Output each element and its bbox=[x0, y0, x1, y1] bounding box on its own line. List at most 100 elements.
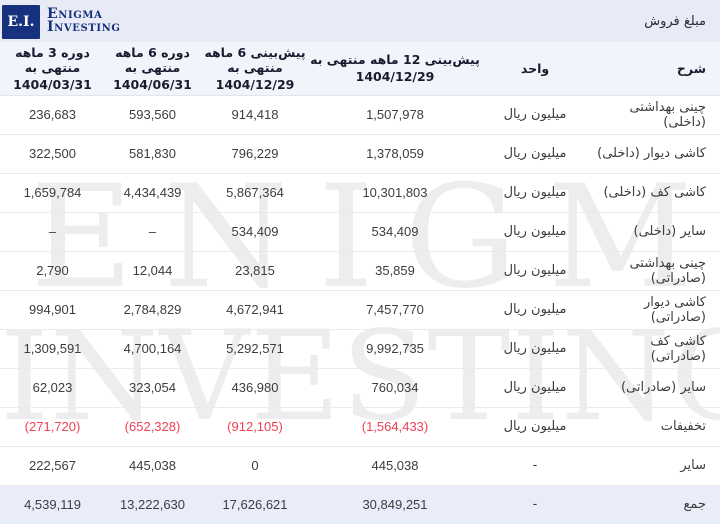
header-forecast-6m-title: پیش‌بینی 6 ماهه منتهی به bbox=[204, 44, 306, 75]
row-value: 994,901 bbox=[0, 290, 105, 330]
row-desc: کاشی دیوار (داخلی) bbox=[590, 134, 720, 174]
row-value: 445,038 bbox=[105, 446, 200, 486]
row-value: 760,034 bbox=[310, 368, 480, 408]
table-row: کاشی دیوار (داخلی) میلیون ریال 1,378,059… bbox=[0, 134, 720, 174]
header-period-6m: دوره 6 ماهه منتهی به 1404/06/31 bbox=[105, 42, 200, 96]
row-desc: چینی بهداشتی (صادراتی) bbox=[590, 251, 720, 291]
header-period-6m-title: دوره 6 ماهه منتهی به bbox=[115, 44, 190, 75]
brand: E.I. Enigma Investing bbox=[0, 3, 121, 39]
brand-name-line1: Enigma bbox=[47, 6, 103, 22]
table-row: چینی بهداشتی (صادراتی) میلیون ریال 35,85… bbox=[0, 251, 720, 291]
row-value: 534,409 bbox=[310, 212, 480, 252]
row-value: (1,564,433) bbox=[310, 407, 480, 447]
row-value: 30,849,251 bbox=[310, 485, 480, 524]
brand-logo-initials: E.I. bbox=[7, 14, 35, 30]
row-desc: سایر (صادراتی) bbox=[590, 368, 720, 408]
header-period-3m-date: 1404/03/31 bbox=[13, 76, 92, 92]
table-row: تخفیفات میلیون ریال (1,564,433) (912,105… bbox=[0, 407, 720, 447]
row-value: 1,507,978 bbox=[310, 95, 480, 135]
table-row: جمع - 30,849,251 17,626,621 13,222,630 4… bbox=[0, 485, 720, 524]
row-desc: جمع bbox=[590, 485, 720, 524]
row-value: 593,560 bbox=[105, 95, 200, 135]
row-value: 4,672,941 bbox=[200, 290, 310, 330]
row-value: 9,992,735 bbox=[310, 329, 480, 369]
header-period-3m-title: دوره 3 ماهه منتهی به bbox=[15, 44, 90, 75]
row-value: 581,830 bbox=[105, 134, 200, 174]
header-period-6m-date: 1404/06/31 bbox=[113, 76, 192, 92]
row-unit: میلیون ریال bbox=[480, 290, 590, 330]
row-unit: میلیون ریال bbox=[480, 407, 590, 447]
row-value: 1,659,784 bbox=[0, 173, 105, 213]
header-forecast-12m-title: پیش‌بینی 12 ماهه منتهی به bbox=[310, 52, 480, 68]
brand-logo: E.I. bbox=[2, 5, 40, 39]
table-row: چینی بهداشتی (داخلی) میلیون ریال 1,507,9… bbox=[0, 95, 720, 135]
row-value: 4,700,164 bbox=[105, 329, 200, 369]
row-value: 5,292,571 bbox=[200, 329, 310, 369]
row-value: 5,867,364 bbox=[200, 173, 310, 213]
row-value: 1,378,059 bbox=[310, 134, 480, 174]
row-value: 323,054 bbox=[105, 368, 200, 408]
table-row: سایر (صادراتی) میلیون ریال 760,034 436,9… bbox=[0, 368, 720, 408]
table-row: کاشی کف (داخلی) میلیون ریال 10,301,803 5… bbox=[0, 173, 720, 213]
header-desc: شرح bbox=[590, 42, 720, 96]
row-value: 17,626,621 bbox=[200, 485, 310, 524]
row-unit: میلیون ریال bbox=[480, 329, 590, 369]
row-value: 796,229 bbox=[200, 134, 310, 174]
brand-name: Enigma Investing bbox=[47, 6, 121, 35]
row-value: 436,980 bbox=[200, 368, 310, 408]
row-unit: میلیون ریال bbox=[480, 95, 590, 135]
row-value: 62,023 bbox=[0, 368, 105, 408]
row-unit: میلیون ریال bbox=[480, 368, 590, 408]
row-value: 12,044 bbox=[105, 251, 200, 291]
row-value: (271,720) bbox=[0, 407, 105, 447]
row-value: 445,038 bbox=[310, 446, 480, 486]
row-value: 35,859 bbox=[310, 251, 480, 291]
row-unit: میلیون ریال bbox=[480, 173, 590, 213]
row-value: 222,567 bbox=[0, 446, 105, 486]
row-value: 7,457,770 bbox=[310, 290, 480, 330]
row-value: 2,790 bbox=[0, 251, 105, 291]
brand-name-line2: Investing bbox=[47, 19, 121, 35]
row-desc: سایر (داخلی) bbox=[590, 212, 720, 252]
table-row: سایر (داخلی) میلیون ریال 534,409 534,409… bbox=[0, 212, 720, 252]
row-value: 4,539,119 bbox=[0, 485, 105, 524]
row-unit: - bbox=[480, 446, 590, 486]
row-value: 4,434,439 bbox=[105, 173, 200, 213]
row-value: 2,784,829 bbox=[105, 290, 200, 330]
header-forecast-12m-date: 1404/12/29 bbox=[355, 69, 435, 85]
top-bar: E.I. Enigma Investing مبلغ فروش bbox=[0, 0, 720, 42]
sales-table: شرح واحد پیش‌بینی 12 ماهه منتهی به 1404/… bbox=[0, 42, 720, 524]
row-value: 914,418 bbox=[200, 95, 310, 135]
row-desc: کاشی کف (صادراتی) bbox=[590, 329, 720, 369]
header-forecast-6m: پیش‌بینی 6 ماهه منتهی به 1404/12/29 bbox=[200, 42, 310, 96]
row-value: 236,683 bbox=[0, 95, 105, 135]
row-unit: میلیون ریال bbox=[480, 251, 590, 291]
header-row: شرح واحد پیش‌بینی 12 ماهه منتهی به 1404/… bbox=[0, 42, 720, 96]
header-period-3m: دوره 3 ماهه منتهی به 1404/03/31 bbox=[0, 42, 105, 96]
row-desc: سایر bbox=[590, 446, 720, 486]
header-unit: واحد bbox=[480, 42, 590, 96]
row-value: 322,500 bbox=[0, 134, 105, 174]
header-forecast-12m: پیش‌بینی 12 ماهه منتهی به 1404/12/29 bbox=[310, 42, 480, 96]
table-row: کاشی دیوار (صادراتی) میلیون ریال 7,457,7… bbox=[0, 290, 720, 330]
row-desc: کاشی کف (داخلی) bbox=[590, 173, 720, 213]
table-body: چینی بهداشتی (داخلی) میلیون ریال 1,507,9… bbox=[0, 95, 720, 524]
row-value: – bbox=[105, 212, 200, 252]
row-value: (912,105) bbox=[200, 407, 310, 447]
row-value: 10,301,803 bbox=[310, 173, 480, 213]
row-desc: چینی بهداشتی (داخلی) bbox=[590, 95, 720, 135]
table-row: سایر - 445,038 0 445,038 222,567 bbox=[0, 446, 720, 486]
row-value: 1,309,591 bbox=[0, 329, 105, 369]
row-unit: میلیون ریال bbox=[480, 134, 590, 174]
row-desc: تخفیفات bbox=[590, 407, 720, 447]
row-value: 23,815 bbox=[200, 251, 310, 291]
table-row: کاشی کف (صادراتی) میلیون ریال 9,992,735 … bbox=[0, 329, 720, 369]
row-value: 13,222,630 bbox=[105, 485, 200, 524]
row-unit: میلیون ریال bbox=[480, 212, 590, 252]
row-unit: - bbox=[480, 485, 590, 524]
row-value: 534,409 bbox=[200, 212, 310, 252]
row-value: – bbox=[0, 212, 105, 252]
row-desc: کاشی دیوار (صادراتی) bbox=[590, 290, 720, 330]
header-forecast-6m-date: 1404/12/29 bbox=[215, 76, 295, 92]
